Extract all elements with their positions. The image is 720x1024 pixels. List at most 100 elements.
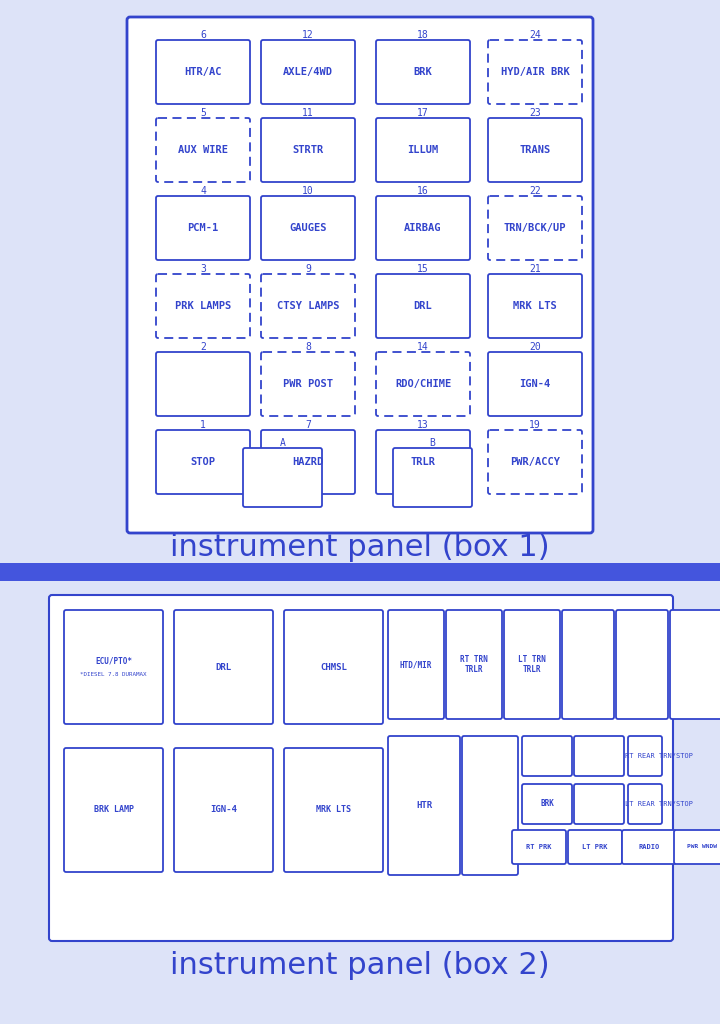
Text: TRN/BCK/UP: TRN/BCK/UP	[504, 223, 566, 233]
FancyBboxPatch shape	[574, 736, 624, 776]
Text: LT PRK: LT PRK	[582, 844, 608, 850]
FancyBboxPatch shape	[512, 830, 566, 864]
Text: 11: 11	[302, 108, 314, 118]
FancyBboxPatch shape	[562, 610, 614, 719]
FancyBboxPatch shape	[261, 196, 355, 260]
FancyBboxPatch shape	[284, 748, 383, 872]
Text: MRK LTS: MRK LTS	[316, 806, 351, 814]
Text: TRANS: TRANS	[519, 145, 551, 155]
Text: PWR/ACCY: PWR/ACCY	[510, 457, 560, 467]
Text: RT PRK: RT PRK	[526, 844, 552, 850]
FancyBboxPatch shape	[156, 274, 250, 338]
Text: PWR POST: PWR POST	[283, 379, 333, 389]
Text: 16: 16	[417, 186, 429, 196]
Text: 18: 18	[417, 30, 429, 40]
Text: 1: 1	[200, 420, 206, 430]
Text: instrument panel (box 1): instrument panel (box 1)	[170, 534, 550, 562]
FancyBboxPatch shape	[628, 736, 662, 776]
FancyBboxPatch shape	[568, 830, 622, 864]
FancyBboxPatch shape	[156, 430, 250, 494]
Text: 2: 2	[200, 342, 206, 352]
Text: STRTR: STRTR	[292, 145, 323, 155]
Bar	[0, 563, 720, 581]
Text: AUX WIRE: AUX WIRE	[178, 145, 228, 155]
Text: 22: 22	[529, 186, 541, 196]
FancyBboxPatch shape	[504, 610, 560, 719]
Text: A: A	[279, 438, 285, 449]
Text: RDO/CHIME: RDO/CHIME	[395, 379, 451, 389]
Text: DRL: DRL	[215, 663, 232, 672]
Text: B: B	[430, 438, 436, 449]
FancyBboxPatch shape	[376, 196, 470, 260]
Text: 23: 23	[529, 108, 541, 118]
FancyBboxPatch shape	[388, 736, 460, 874]
Text: 3: 3	[200, 264, 206, 274]
Text: 21: 21	[529, 264, 541, 274]
Text: IGN-4: IGN-4	[519, 379, 551, 389]
Text: BRK LAMP: BRK LAMP	[94, 806, 133, 814]
Text: HTD/MIR: HTD/MIR	[400, 660, 432, 669]
Text: 4: 4	[200, 186, 206, 196]
FancyBboxPatch shape	[574, 784, 624, 824]
FancyBboxPatch shape	[261, 40, 355, 104]
FancyBboxPatch shape	[174, 610, 273, 724]
FancyBboxPatch shape	[284, 610, 383, 724]
Text: 13: 13	[417, 420, 429, 430]
FancyBboxPatch shape	[488, 118, 582, 182]
Bar	[0, 0, 720, 560]
FancyBboxPatch shape	[488, 352, 582, 416]
Text: STOP: STOP	[191, 457, 215, 467]
FancyBboxPatch shape	[393, 449, 472, 507]
Text: 20: 20	[529, 342, 541, 352]
Text: TRLR: TRLR	[410, 457, 436, 467]
FancyBboxPatch shape	[674, 830, 720, 864]
FancyBboxPatch shape	[376, 274, 470, 338]
Text: RT REAR TRN/STOP: RT REAR TRN/STOP	[625, 753, 693, 759]
Text: BRK: BRK	[540, 800, 554, 809]
FancyBboxPatch shape	[622, 830, 676, 864]
Text: ECU/PTO*: ECU/PTO*	[95, 656, 132, 666]
Text: 9: 9	[305, 264, 311, 274]
Text: 14: 14	[417, 342, 429, 352]
FancyBboxPatch shape	[522, 736, 572, 776]
FancyBboxPatch shape	[243, 449, 322, 507]
Bar	[0, 581, 720, 1024]
Text: HAZRD: HAZRD	[292, 457, 323, 467]
Text: 10: 10	[302, 186, 314, 196]
Text: MRK LTS: MRK LTS	[513, 301, 557, 311]
FancyBboxPatch shape	[64, 610, 163, 724]
FancyBboxPatch shape	[522, 784, 572, 824]
Text: DRL: DRL	[413, 301, 433, 311]
Text: RT TRN
TRLR: RT TRN TRLR	[460, 654, 488, 674]
FancyBboxPatch shape	[628, 784, 662, 824]
Text: 7: 7	[305, 420, 311, 430]
Text: HTR: HTR	[416, 801, 432, 810]
Text: 15: 15	[417, 264, 429, 274]
FancyBboxPatch shape	[446, 610, 502, 719]
FancyBboxPatch shape	[156, 40, 250, 104]
Text: PWR WNDW: PWR WNDW	[687, 845, 717, 850]
FancyBboxPatch shape	[127, 17, 593, 534]
FancyBboxPatch shape	[462, 736, 518, 874]
FancyBboxPatch shape	[49, 595, 673, 941]
FancyBboxPatch shape	[376, 352, 470, 416]
FancyBboxPatch shape	[156, 118, 250, 182]
Text: PCM-1: PCM-1	[187, 223, 219, 233]
Text: 24: 24	[529, 30, 541, 40]
FancyBboxPatch shape	[376, 430, 470, 494]
FancyBboxPatch shape	[670, 610, 720, 719]
Text: AIRBAG: AIRBAG	[404, 223, 442, 233]
Text: PRK LAMPS: PRK LAMPS	[175, 301, 231, 311]
Text: HTR/AC: HTR/AC	[184, 67, 222, 77]
Text: HYD/AIR BRK: HYD/AIR BRK	[500, 67, 570, 77]
Text: 19: 19	[529, 420, 541, 430]
Text: 17: 17	[417, 108, 429, 118]
Text: BRK: BRK	[413, 67, 433, 77]
FancyBboxPatch shape	[261, 352, 355, 416]
FancyBboxPatch shape	[488, 40, 582, 104]
Text: ILLUM: ILLUM	[408, 145, 438, 155]
Text: 5: 5	[200, 108, 206, 118]
Text: 8: 8	[305, 342, 311, 352]
FancyBboxPatch shape	[376, 40, 470, 104]
Text: instrument panel (box 2): instrument panel (box 2)	[170, 950, 550, 980]
